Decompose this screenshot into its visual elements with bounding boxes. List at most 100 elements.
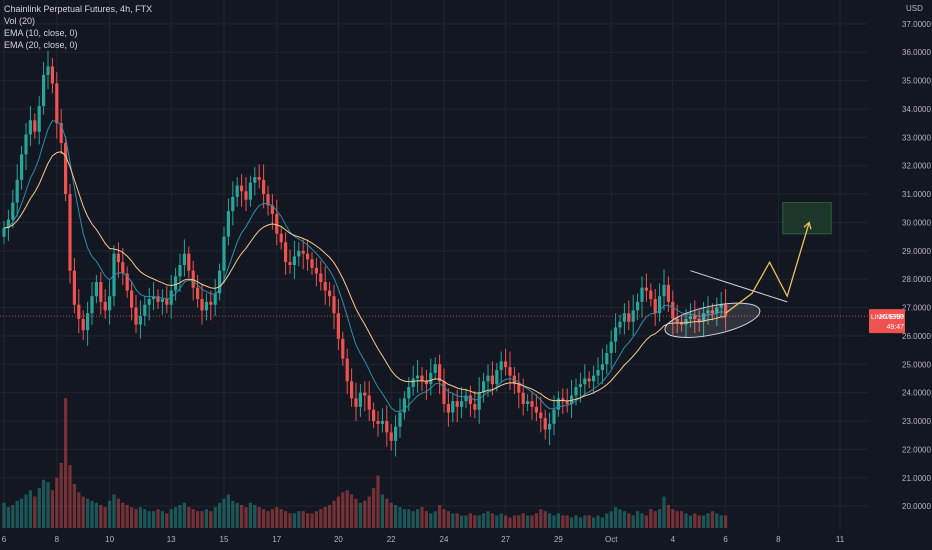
candle-body: [345, 358, 349, 382]
volume-bar: [262, 509, 266, 528]
y-tick-label: 33.0000: [902, 133, 931, 142]
volume-bar: [116, 498, 120, 528]
candle-body: [288, 262, 292, 265]
candle-body: [262, 179, 266, 195]
candle-body: [253, 177, 257, 183]
volume-bar: [341, 492, 345, 528]
volume-bar: [37, 488, 41, 528]
candle-body: [416, 375, 420, 379]
x-tick-label: 15: [220, 535, 229, 544]
x-tick-label: 13: [167, 535, 176, 544]
volume-bar: [495, 515, 499, 528]
volume-bar: [323, 507, 327, 528]
volume-bar: [486, 511, 490, 528]
volume-bar: [407, 509, 411, 528]
volume-bar: [367, 496, 371, 528]
time-axis[interactable]: 6 8 10 13 15 17 20 22 24 27 29 Oct 4 6 8 11: [2, 535, 845, 544]
candle-body: [552, 409, 556, 424]
candle-body: [464, 395, 468, 402]
candle-body: [99, 282, 103, 302]
volume-bar: [196, 511, 200, 528]
candle-body: [50, 66, 54, 84]
volume-bar: [275, 507, 279, 528]
volume-bar: [719, 515, 723, 528]
y-tick-label: 26.0000: [902, 332, 931, 341]
volume-bar: [706, 513, 710, 528]
y-tick-label: 24.0000: [902, 389, 931, 398]
candle-body: [574, 386, 578, 396]
candle-body: [270, 205, 274, 214]
y-tick-label: 25.0000: [902, 360, 931, 369]
x-tick-label: 6: [723, 535, 728, 544]
ema-lines: [3, 120, 726, 413]
x-tick-label: 27: [501, 535, 510, 544]
volume-bar: [143, 509, 147, 528]
y-tick-label: 21.0000: [902, 474, 931, 483]
price-axis[interactable]: 37.0000 36.0000 35.0000 34.0000 33.0000 32.00…: [902, 20, 931, 511]
candle-body: [702, 313, 706, 322]
candle-body: [297, 250, 301, 257]
volume-bar: [416, 509, 420, 528]
volume-bar: [235, 502, 239, 528]
volume-bar: [649, 509, 653, 528]
candle-body: [539, 412, 543, 419]
volume-bar: [627, 513, 631, 528]
chart-grid: [0, 0, 868, 530]
volume-bar: [6, 507, 10, 528]
forecast-path: [725, 222, 810, 314]
volume-bar: [182, 502, 186, 528]
candle-body: [583, 378, 587, 385]
volume-bar: [697, 515, 701, 528]
candle-body: [622, 313, 626, 322]
volume-bar: [20, 498, 24, 528]
candle-body: [284, 242, 288, 263]
indicator-volume[interactable]: Vol (20): [4, 16, 36, 26]
candle-body: [130, 290, 134, 308]
volume-bar: [433, 511, 437, 528]
indicator-ema-20[interactable]: EMA (20, close, 0): [4, 40, 78, 50]
candle-body: [64, 143, 68, 195]
volume-bar: [499, 513, 503, 528]
volume-bar: [288, 513, 292, 528]
volume-bar: [724, 515, 728, 528]
volume-bar: [605, 513, 609, 528]
volume-bar: [15, 500, 19, 528]
volume-bar: [684, 513, 688, 528]
x-tick-label: 8: [776, 535, 781, 544]
candle-body: [442, 381, 446, 405]
volume-bar: [460, 515, 464, 528]
y-tick-label: 27.0000: [902, 304, 931, 313]
volume-bar: [240, 504, 244, 528]
volume-bar: [420, 507, 424, 528]
candle-body: [710, 310, 714, 314]
candle-body: [328, 290, 332, 297]
volume-bar: [213, 507, 217, 528]
x-tick-label: Oct: [605, 535, 618, 544]
candle-body: [152, 296, 156, 300]
candle-body: [165, 299, 169, 305]
volume-bar: [543, 511, 547, 528]
indicator-ema-10[interactable]: EMA (10, close, 0): [4, 28, 78, 38]
volume-bar: [328, 504, 332, 528]
candle-body: [240, 185, 244, 192]
volume-bar: [512, 515, 516, 528]
y-tick-label: 37.0000: [902, 20, 931, 29]
candle-body: [565, 401, 569, 405]
candlesticks: [2, 50, 728, 457]
candle-body: [15, 179, 19, 203]
candle-body: [42, 74, 46, 107]
candle-body: [627, 313, 631, 322]
candle-body: [693, 316, 697, 319]
volume-bar: [389, 502, 393, 528]
price-label-countdown: 49:47: [886, 324, 904, 331]
volume-bar: [72, 483, 76, 528]
volume-bar: [534, 513, 538, 528]
volume-bar: [55, 477, 59, 528]
volume-bar: [517, 515, 521, 528]
volume-bar: [631, 515, 635, 528]
candle-body: [644, 287, 648, 291]
symbol-title[interactable]: Chainlink Perpetual Futures, 4h, FTX: [4, 4, 153, 14]
candle-body: [495, 369, 499, 385]
candle-body: [468, 395, 472, 405]
